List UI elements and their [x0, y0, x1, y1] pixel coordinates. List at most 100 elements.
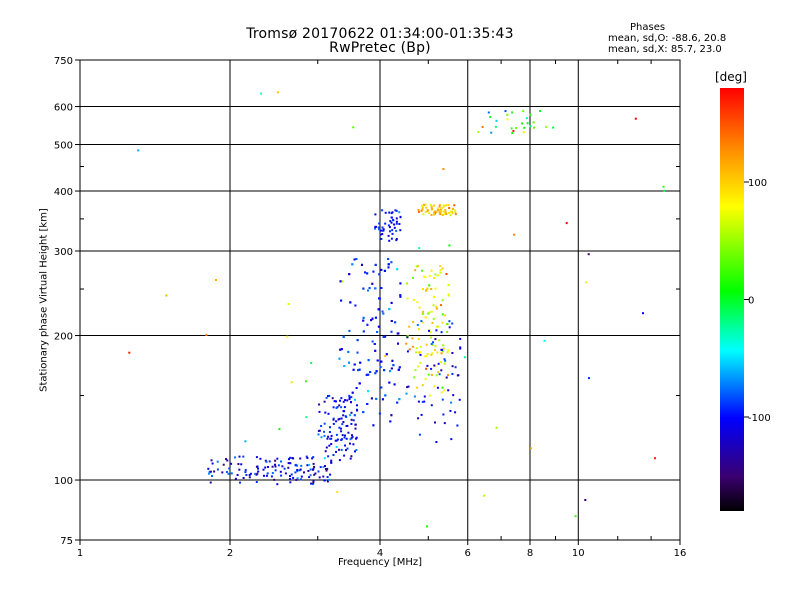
- data-point: [323, 457, 326, 460]
- data-point: [446, 351, 449, 354]
- x-axis-label: Frequency [MHz]: [337, 557, 423, 568]
- data-point: [634, 117, 637, 120]
- data-point: [424, 276, 427, 279]
- data-point: [451, 352, 454, 354]
- data-point: [387, 224, 390, 227]
- data-point: [428, 274, 431, 277]
- data-point: [352, 419, 355, 422]
- data-point: [395, 217, 398, 220]
- data-point: [539, 110, 541, 112]
- data-point: [333, 400, 336, 403]
- data-point: [449, 211, 452, 213]
- data-point: [396, 268, 399, 271]
- data-point: [430, 373, 433, 376]
- data-point: [354, 423, 357, 426]
- data-point: [373, 343, 376, 345]
- data-point: [211, 462, 214, 465]
- data-point: [419, 345, 422, 348]
- data-point: [339, 399, 341, 402]
- data-point: [346, 424, 349, 427]
- data-point: [338, 448, 340, 451]
- data-point: [510, 127, 513, 130]
- data-point: [256, 472, 259, 475]
- data-point: [394, 321, 397, 324]
- data-point: [395, 229, 398, 232]
- data-point: [306, 457, 309, 459]
- data-point: [362, 287, 365, 290]
- data-point: [312, 462, 315, 465]
- data-point: [374, 349, 377, 352]
- data-point: [325, 396, 328, 399]
- data-point: [420, 413, 423, 416]
- data-point: [323, 434, 326, 437]
- data-point: [390, 414, 393, 417]
- data-point: [313, 473, 316, 476]
- data-point: [430, 310, 433, 313]
- data-point: [447, 349, 450, 352]
- data-point: [428, 394, 431, 397]
- data-point: [376, 331, 379, 333]
- data-point: [249, 472, 252, 475]
- data-point: [320, 436, 323, 439]
- data-point: [213, 470, 216, 473]
- data-point: [336, 438, 339, 441]
- data-point: [413, 395, 416, 398]
- data-point: [398, 366, 401, 369]
- data-point: [287, 466, 290, 469]
- data-point: [654, 457, 656, 460]
- data-point: [311, 457, 314, 460]
- data-point: [339, 348, 342, 351]
- data-point: [438, 205, 441, 208]
- data-point: [347, 431, 350, 434]
- data-point: [294, 471, 297, 474]
- data-point: [389, 420, 392, 423]
- y-tick-label: 600: [54, 103, 73, 114]
- data-point: [328, 478, 331, 481]
- data-point: [309, 468, 312, 471]
- data-point: [319, 466, 322, 469]
- data-point: [165, 294, 168, 297]
- data-point: [264, 459, 267, 462]
- data-point: [398, 223, 401, 225]
- data-point: [318, 429, 321, 432]
- data-point: [408, 348, 411, 351]
- y-tick-label: 300: [54, 247, 73, 258]
- data-point: [574, 515, 577, 518]
- data-point: [452, 394, 455, 397]
- data-point: [417, 365, 420, 368]
- data-point: [359, 361, 362, 364]
- data-point: [529, 125, 532, 128]
- data-point: [418, 351, 421, 354]
- data-point: [447, 374, 449, 377]
- data-point: [433, 364, 436, 367]
- data-point: [431, 344, 434, 346]
- data-point: [311, 483, 314, 486]
- data-point: [242, 477, 245, 479]
- data-point: [371, 282, 374, 285]
- data-point: [389, 230, 391, 233]
- data-point: [340, 348, 343, 351]
- data-point: [427, 373, 430, 376]
- data-point: [328, 444, 331, 447]
- data-point: [438, 373, 441, 376]
- data-point: [433, 277, 435, 279]
- data-point: [264, 466, 267, 469]
- data-point: [244, 469, 247, 472]
- data-point: [391, 229, 394, 232]
- data-point: [383, 369, 386, 372]
- data-point: [228, 467, 231, 470]
- data-point: [412, 276, 414, 279]
- data-point: [289, 462, 292, 465]
- data-point: [328, 431, 331, 433]
- data-point: [437, 371, 440, 374]
- data-point: [439, 208, 442, 211]
- data-point: [348, 329, 351, 332]
- data-point: [399, 282, 402, 285]
- data-point: [287, 462, 290, 465]
- data-point: [521, 122, 524, 125]
- data-point: [350, 455, 353, 458]
- data-point: [504, 110, 507, 113]
- data-point: [454, 213, 457, 216]
- data-point: [307, 470, 310, 472]
- data-point: [260, 92, 263, 95]
